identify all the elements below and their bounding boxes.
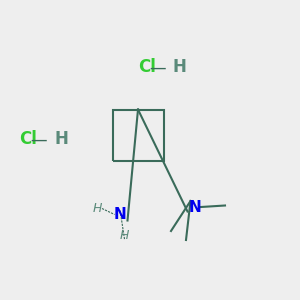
Text: N: N bbox=[114, 207, 126, 222]
Text: H: H bbox=[120, 229, 129, 242]
Text: Cl: Cl bbox=[20, 130, 38, 148]
Text: H: H bbox=[172, 58, 186, 76]
Text: H: H bbox=[54, 130, 68, 148]
Text: —: — bbox=[31, 130, 47, 148]
Text: N: N bbox=[189, 200, 201, 214]
Text: —: — bbox=[149, 58, 166, 76]
Text: H: H bbox=[93, 202, 102, 215]
Text: Cl: Cl bbox=[138, 58, 156, 76]
